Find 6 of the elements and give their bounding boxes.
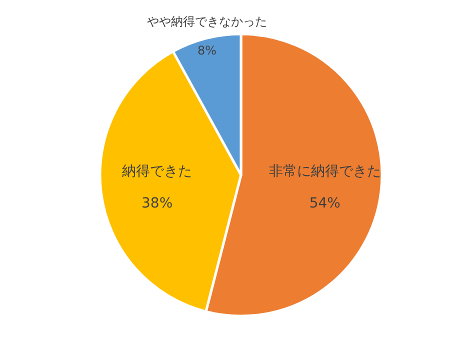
data-label: 54% — [309, 196, 340, 212]
data-label: 38% — [142, 196, 173, 212]
data-label: 8% — [197, 44, 217, 58]
slice-label: 納得できた — [122, 164, 192, 180]
slice-label: やや納得できなかった — [146, 14, 267, 29]
slice-label: 非常に納得できた — [268, 164, 381, 180]
